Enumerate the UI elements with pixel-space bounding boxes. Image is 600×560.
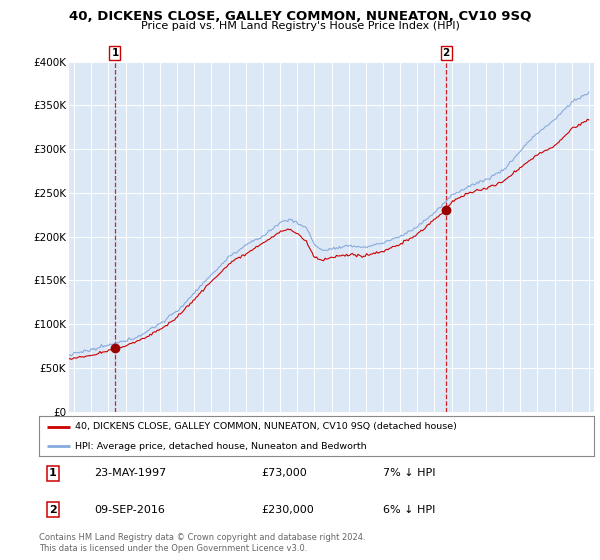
Text: Contains HM Land Registry data © Crown copyright and database right 2024.
This d: Contains HM Land Registry data © Crown c…	[39, 533, 365, 553]
Text: Price paid vs. HM Land Registry's House Price Index (HPI): Price paid vs. HM Land Registry's House …	[140, 21, 460, 31]
Text: 23-MAY-1997: 23-MAY-1997	[95, 468, 167, 478]
Text: 1: 1	[49, 468, 57, 478]
Text: 2: 2	[49, 505, 57, 515]
Text: 09-SEP-2016: 09-SEP-2016	[95, 505, 166, 515]
Text: 40, DICKENS CLOSE, GALLEY COMMON, NUNEATON, CV10 9SQ (detached house): 40, DICKENS CLOSE, GALLEY COMMON, NUNEAT…	[75, 422, 457, 431]
Text: 2: 2	[442, 48, 450, 58]
Text: 6% ↓ HPI: 6% ↓ HPI	[383, 505, 436, 515]
Text: £230,000: £230,000	[261, 505, 314, 515]
Text: 7% ↓ HPI: 7% ↓ HPI	[383, 468, 436, 478]
Text: HPI: Average price, detached house, Nuneaton and Bedworth: HPI: Average price, detached house, Nune…	[75, 442, 367, 451]
Text: 1: 1	[112, 48, 119, 58]
Text: 40, DICKENS CLOSE, GALLEY COMMON, NUNEATON, CV10 9SQ: 40, DICKENS CLOSE, GALLEY COMMON, NUNEAT…	[69, 10, 531, 23]
Text: £73,000: £73,000	[261, 468, 307, 478]
